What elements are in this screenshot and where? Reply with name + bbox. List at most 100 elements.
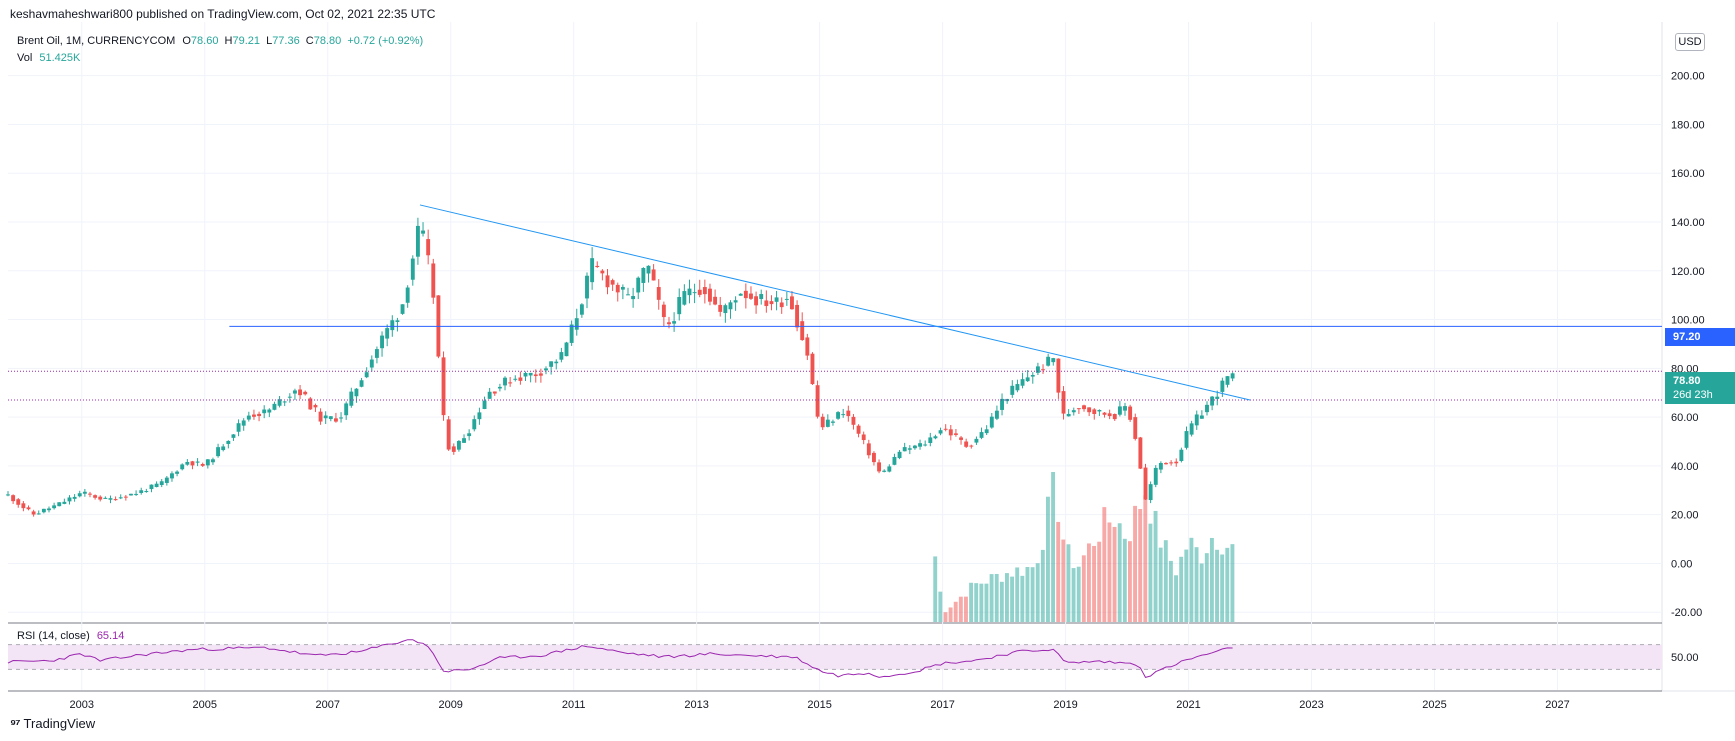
change-value: +0.72 (+0.92%): [347, 35, 424, 47]
candle-body: [912, 445, 917, 449]
x-tick-label: 2019: [1053, 699, 1077, 711]
candle-body: [585, 275, 589, 299]
tradingview-logo[interactable]: ⁹⁷ TradingView: [10, 716, 95, 731]
volume-bar: [1194, 547, 1199, 622]
candle-body: [938, 430, 943, 434]
candle-body: [667, 322, 671, 325]
candle-body: [1025, 377, 1030, 382]
candle-body: [1035, 366, 1040, 373]
candle-body: [1107, 413, 1112, 417]
candle-body: [728, 302, 733, 310]
volume-bar: [1143, 495, 1148, 622]
candle-body: [129, 493, 133, 496]
candle-body: [974, 438, 979, 443]
y-tick-label: 140.00: [1671, 217, 1705, 229]
candle-body: [308, 398, 313, 410]
volume-bar: [1071, 568, 1076, 622]
candle-body: [175, 471, 180, 474]
candle-body: [1179, 449, 1184, 462]
candle-body: [216, 447, 221, 457]
candle-body: [108, 498, 113, 500]
candle-body: [395, 320, 400, 322]
candle-body: [472, 419, 477, 430]
low-value: 77.36: [272, 35, 300, 47]
volume-bar: [1199, 563, 1204, 622]
volume-bar: [943, 612, 948, 622]
volume-bar: [984, 583, 989, 622]
rsi-band: [8, 644, 1662, 670]
candle-body: [892, 456, 897, 465]
volume-bar: [1112, 526, 1117, 622]
y-tick-label: 100.00: [1671, 315, 1705, 327]
volume-bar: [1220, 554, 1225, 622]
candle-body: [221, 446, 226, 451]
candle-body: [180, 464, 185, 470]
candle-body: [513, 378, 518, 380]
y-tick-label: 200.00: [1671, 71, 1705, 83]
currency-button[interactable]: USD: [1675, 33, 1705, 51]
open-value: 78.60: [190, 35, 219, 47]
candle-body: [1030, 374, 1035, 377]
volume-bar: [1066, 544, 1071, 622]
x-tick-label: 2015: [807, 699, 831, 711]
candle-body: [318, 411, 323, 422]
candle-body: [959, 437, 963, 440]
candle-body: [661, 304, 666, 318]
candle-body: [897, 451, 902, 459]
candle-body: [482, 400, 487, 409]
candle-body: [205, 459, 210, 466]
candle-body: [1215, 396, 1220, 399]
candle-body: [1041, 369, 1045, 371]
candle-body: [948, 429, 953, 436]
candle-body: [1199, 415, 1204, 419]
candle-body: [390, 320, 395, 331]
candle-body: [518, 377, 523, 381]
candle-body: [784, 298, 789, 300]
candle-body: [287, 396, 292, 398]
candle-body: [656, 287, 661, 300]
candle-body: [139, 490, 144, 493]
x-tick-label: 2023: [1299, 699, 1323, 711]
candle-body: [692, 292, 697, 294]
volume-bar: [1148, 523, 1153, 622]
candle-body: [400, 304, 405, 314]
candle-body: [1194, 414, 1199, 426]
candle-body: [779, 302, 784, 308]
candle-body: [1056, 358, 1061, 393]
candle-body: [292, 390, 297, 394]
volume-bar: [953, 601, 958, 622]
y-tick-label: 160.00: [1671, 168, 1705, 180]
candle-body: [211, 459, 215, 463]
candle-body: [1153, 467, 1158, 485]
candle-body: [1087, 407, 1092, 413]
candle-body: [31, 511, 36, 515]
candle-body: [1123, 406, 1127, 411]
candle-body: [426, 239, 431, 256]
candle-body: [1138, 437, 1143, 469]
candle-body: [1174, 461, 1179, 464]
candle-body: [605, 275, 610, 288]
candle-body: [277, 399, 282, 406]
volume-bar: [979, 583, 984, 622]
volume-bar: [1076, 566, 1081, 622]
candle-body: [1164, 463, 1168, 465]
high-value: 79.21: [232, 35, 260, 47]
candle-body: [190, 461, 195, 466]
candle-body: [503, 377, 507, 386]
candle-body: [682, 291, 687, 305]
candle-body: [851, 416, 856, 425]
x-tick-label: 2009: [438, 699, 462, 711]
candle-body: [790, 296, 794, 310]
volume-bar: [1005, 573, 1009, 622]
candle-body: [574, 318, 579, 330]
x-tick-label: 2003: [70, 699, 94, 711]
candle-body: [333, 418, 338, 422]
volume-bar: [989, 574, 994, 622]
candle-body: [1169, 462, 1174, 464]
x-tick-label: 2005: [193, 699, 217, 711]
candle-body: [723, 305, 728, 314]
volume-bar: [1153, 510, 1158, 622]
x-tick-label: 2017: [930, 699, 954, 711]
candle-body: [702, 287, 707, 295]
